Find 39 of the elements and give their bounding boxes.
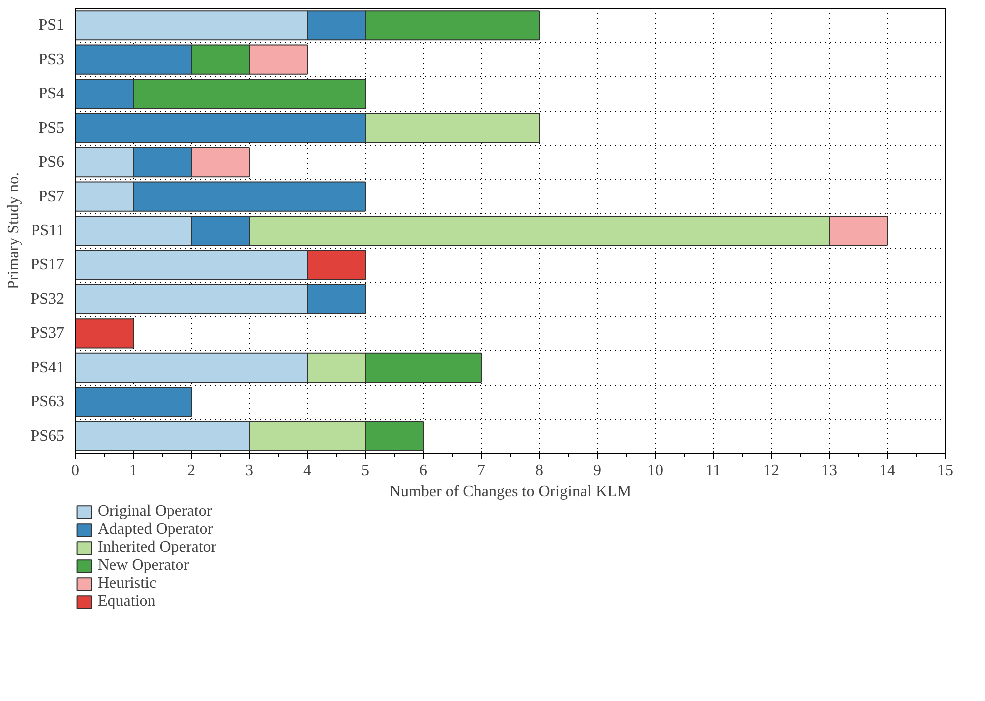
x-tick-label: 11 [706,462,722,480]
x-tick-label: 7 [478,462,486,480]
y-tick-label: PS5 [38,120,64,137]
bar [76,387,192,418]
y-tick-label: PS3 [38,51,64,68]
y-tick-label: PS6 [38,154,64,172]
legend-label: Adapted Operator [98,521,214,539]
y-tick-label: PS4 [38,86,64,103]
legend-label: New Operator [98,557,190,575]
legend-label: Inherited Operator [98,539,217,557]
y-tick-label: PS41 [30,359,64,376]
x-tick-label: 13 [822,462,838,480]
y-tick-label: PS17 [30,256,64,274]
x-tick-label: 3 [246,462,254,480]
bar [76,318,134,349]
x-tick-label: 1 [130,462,138,480]
y-tick-label: PS1 [38,17,64,34]
legend-label: Equation [98,593,156,611]
x-axis-title: Number of Changes to Original KLM [389,484,632,500]
x-tick-label: 4 [304,462,312,480]
x-tick-label: 12 [764,462,780,480]
x-tick-label: 0 [72,462,80,480]
y-axis-title: Primary Study no. [6,172,23,290]
x-tick-label: 15 [938,462,954,480]
x-tick-label: 8 [536,462,544,480]
x-tick-label: 2 [188,462,196,480]
y-tick-label: PS32 [30,290,64,308]
legend-label: Original Operator [98,503,212,521]
legend-label: Heuristic [98,575,157,593]
y-tick-label: PS65 [30,428,64,445]
y-tick-label: PS63 [30,394,64,411]
x-tick-label: 10 [648,462,664,480]
x-tick-label: 9 [594,462,602,480]
x-tick-label: 6 [420,462,428,480]
x-tick-label: 14 [880,462,896,480]
x-tick-label: 5 [362,462,370,480]
y-tick-label: PS7 [38,188,64,206]
y-tick-label: PS37 [30,325,64,342]
y-tick-label: PS11 [31,222,64,240]
